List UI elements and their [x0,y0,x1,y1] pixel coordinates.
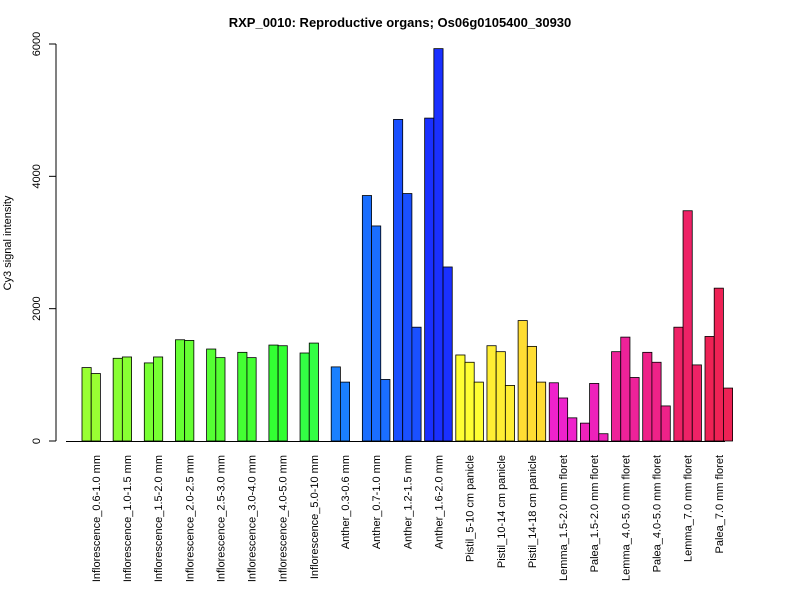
bar [558,397,569,442]
bar [380,379,391,442]
x-axis-labels: Inflorescence_0.6-1.0 mm Inflorescence_1.… [91,455,726,582]
bar [143,362,154,442]
x-category-label: Inflorescence_2.5-3.0 mm [215,455,227,582]
x-category-label: Inflorescence_2.0-2.5 mm [184,455,196,582]
bar [495,351,506,442]
y-tick-label: 6000 [31,32,43,56]
bar [215,357,226,442]
bar [121,356,132,442]
bar [526,345,537,442]
bar [504,385,515,442]
x-category-label: Inflorescence_1.5-2.0 mm [153,455,165,582]
bar [81,367,92,442]
x-category-label: Inflorescence_5.0-10 mm [309,455,321,579]
x-category-label: Anther_1.6-2.0 mm [433,455,445,549]
bar [723,387,734,442]
y-tick-label: 0 [31,438,43,444]
bar [237,351,248,442]
bar [620,336,631,442]
x-category-label: Pistil_14-18 cm panicle [527,455,539,568]
bar [112,357,123,442]
bar [90,373,101,442]
bar [629,377,640,442]
bar [433,48,444,442]
bar [642,351,653,442]
x-category-label: Anther_0.3-0.6 mm [340,455,352,549]
x-category-label: Palea_4.0-5.0 mm floret [652,455,664,572]
bar [153,356,164,442]
bar [455,354,466,442]
x-category-label: Inflorescence_0.6-1.0 mm [91,455,103,582]
bar [371,225,382,442]
bar [268,344,279,442]
bar [246,357,257,442]
y-tick-label: 4000 [31,164,43,188]
bar [330,366,341,442]
x-category-label: Inflorescence_3.0-4.0 mm [247,455,259,582]
bar [691,364,702,442]
bar [277,345,288,442]
bar [611,351,622,442]
x-category-label: Lemma_7.0 mm floret [683,455,695,562]
bar [464,361,475,442]
bar [580,422,591,442]
bar [411,326,422,442]
bar [517,320,528,442]
y-axis-label: Cy3 signal intensity [2,195,14,290]
bar [598,433,609,442]
chart-title: RXP_0010: Reproductive organs; Os06g0105… [229,15,572,30]
x-category-label: Anther_1.2-1.5 mm [402,455,414,549]
bar [206,348,217,442]
bar [651,361,662,442]
bar [673,326,684,442]
x-category-label: Palea_7.0 mm floret [714,455,726,553]
bar [536,381,547,442]
bar [704,336,715,442]
bar [175,339,186,442]
x-category-label: Lemma_4.0-5.0 mm floret [620,455,632,581]
bars [66,48,734,442]
bar [442,266,453,442]
y-tick-label: 2000 [31,296,43,320]
bar [393,119,404,442]
bar [308,342,319,442]
bar [299,352,310,442]
bar [424,117,435,442]
x-category-label: Lemma_1.5-2.0 mm floret [558,455,570,581]
x-category-label: Pistil_5-10 cm panicle [465,455,477,562]
bar [660,405,671,442]
bar [361,195,372,442]
x-category-label: Anther_0.7-1.0 mm [371,455,383,549]
bar [682,210,693,442]
bar [184,340,195,442]
bar [713,287,724,442]
x-category-label: Pistil_10-14 cm panicle [496,455,508,568]
x-category-label: Inflorescence_4.0-5.0 mm [278,455,290,582]
bar [589,383,600,442]
bar [339,381,350,442]
bar [567,417,578,442]
bar [548,382,559,442]
x-category-label: Inflorescence_1.0-1.5 mm [122,455,134,582]
bar [486,345,497,442]
x-category-label: Palea_1.5-2.0 mm floret [589,455,601,572]
bar [402,193,413,442]
bar [473,381,484,442]
y-axis: 0 2000 4000 6000 [31,32,57,444]
